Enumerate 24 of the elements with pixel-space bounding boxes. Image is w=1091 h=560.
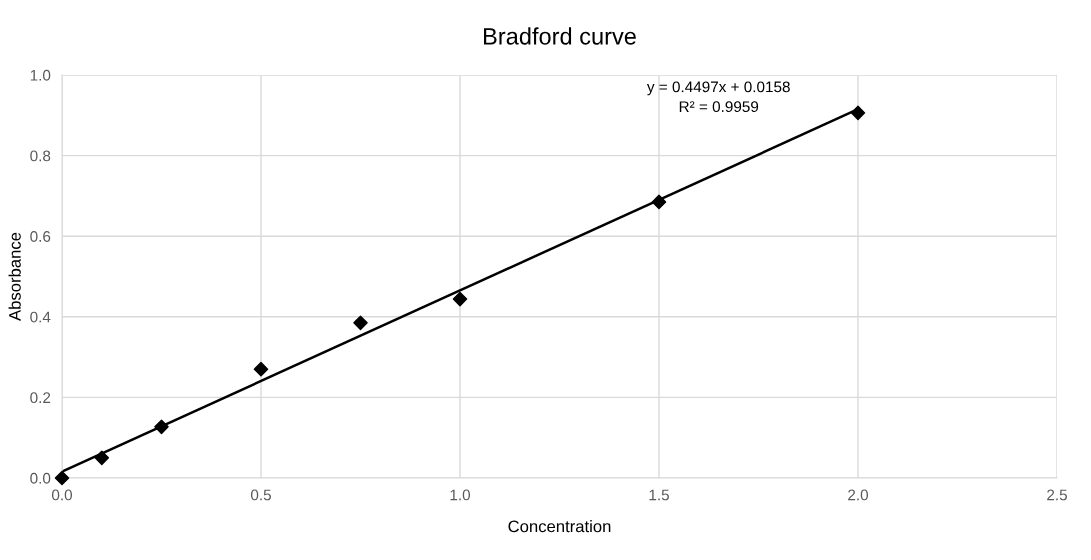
point xyxy=(353,315,368,331)
y-tick-label: 0.8 xyxy=(30,150,51,162)
x-tick-label: 0.5 xyxy=(250,489,271,501)
y-tick-label: 0.6 xyxy=(30,231,51,242)
y-tick-label: 0.2 xyxy=(30,392,51,404)
x-tick-label: 1.0 xyxy=(450,489,471,501)
x-tick-label: 2.5 xyxy=(1047,489,1067,501)
x-tick-label: 1.5 xyxy=(649,489,669,501)
y-tick-label: 0.4 xyxy=(30,311,51,323)
y-axis-title: Absorbance xyxy=(8,232,21,321)
point xyxy=(54,470,70,486)
y-tick-label: 0.0 xyxy=(30,472,51,484)
point xyxy=(651,194,667,210)
point xyxy=(253,361,269,377)
annotation: y = 0.4497x + 0.0158 R² = 0.9959 xyxy=(646,81,790,113)
x-axis-title: Concentration xyxy=(508,520,611,533)
point xyxy=(154,419,169,435)
x-tick-label: 0.0 xyxy=(51,489,73,501)
point xyxy=(850,105,866,121)
point xyxy=(452,291,468,307)
point xyxy=(94,450,110,466)
y-tick-label: 1.0 xyxy=(30,69,51,81)
x-tick-label: 2.0 xyxy=(848,489,869,501)
chart-title: Bradford curve xyxy=(484,27,636,45)
